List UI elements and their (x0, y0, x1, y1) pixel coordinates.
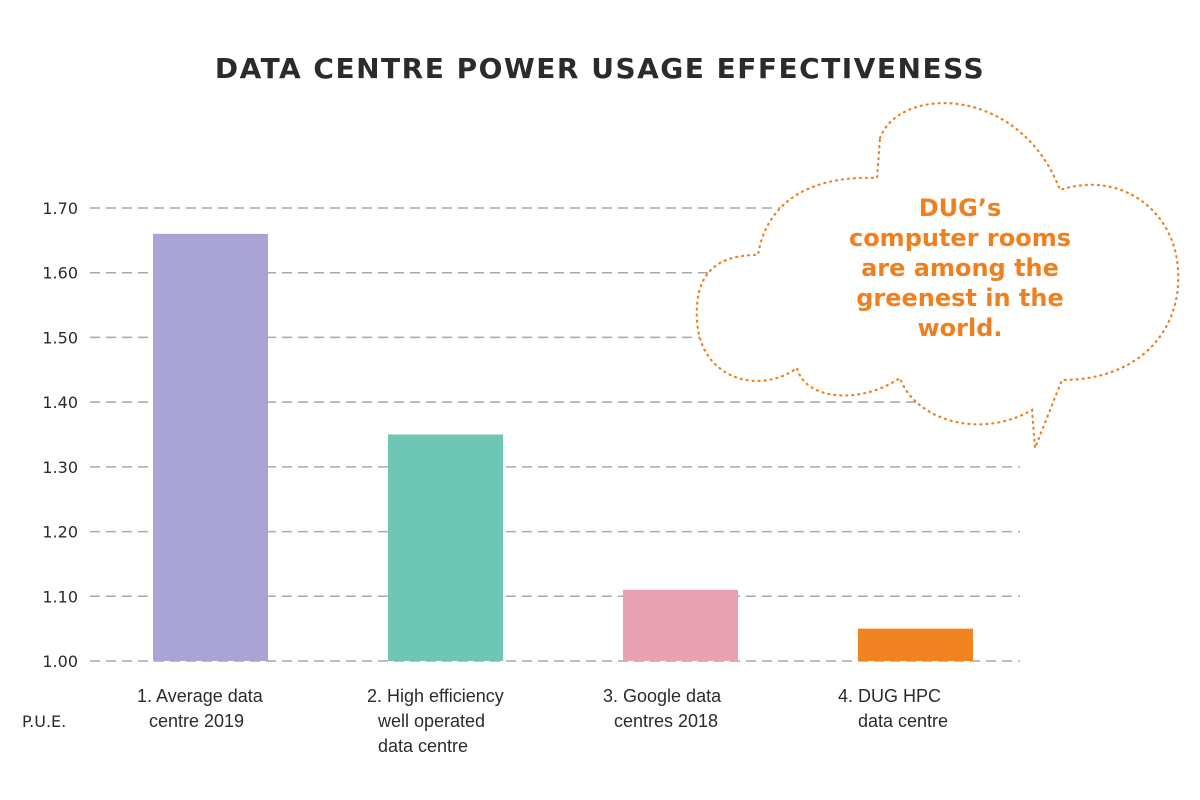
category-label: 1. Average data (137, 686, 264, 706)
callout-text: world. (917, 314, 1002, 342)
y-axis-label: P.U.E. (22, 712, 66, 731)
y-axis-ticks: 1.00 1.10 1.20 1.30 1.40 1.50 1.60 1.70 (42, 199, 78, 671)
gridlines (90, 207, 1020, 662)
y-tick-label: 1.30 (42, 458, 78, 477)
category-label: well operated (377, 711, 485, 731)
chart-title: DATA CENTRE POWER USAGE EFFECTIVENESS (214, 52, 986, 85)
category-label: data centre (858, 711, 948, 731)
callout-text: DUG’s (919, 194, 1002, 222)
bar-2 (388, 434, 503, 661)
bar-1 (153, 233, 268, 661)
callout-text: are among the (861, 254, 1059, 282)
y-tick-label: 1.10 (42, 587, 78, 606)
y-tick-label: 1.50 (42, 328, 78, 347)
callout-text: greenest in the (856, 284, 1064, 312)
y-tick-label: 1.60 (42, 264, 78, 283)
y-tick-label: 1.00 (42, 652, 78, 671)
cloud-outline (695, 102, 1180, 449)
y-tick-label: 1.20 (42, 523, 78, 542)
category-label: centres 2018 (614, 711, 718, 731)
category-label: 3. Google data (603, 686, 722, 706)
y-tick-label: 1.70 (42, 199, 78, 218)
category-label: data centre (378, 736, 468, 756)
category-label: 4. DUG HPC (838, 686, 941, 706)
x-axis-categories: 1. Average data centre 2019 2. High effici… (137, 686, 948, 756)
y-tick-label: 1.40 (42, 393, 78, 412)
bar-3 (623, 589, 738, 661)
category-label: 2. High efficiency (367, 686, 504, 706)
category-label: centre 2019 (149, 711, 244, 731)
bar-4 (858, 628, 973, 661)
callout-text: computer rooms (849, 224, 1071, 252)
bars (153, 233, 973, 661)
